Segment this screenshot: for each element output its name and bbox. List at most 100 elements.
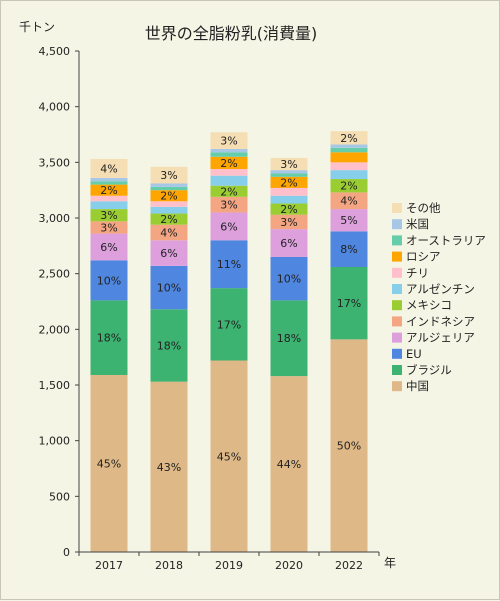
y-tick-label: 500 xyxy=(49,490,70,503)
bar-segment-label: 3% xyxy=(280,158,297,171)
bar-segment xyxy=(150,240,188,266)
bar-segment xyxy=(270,170,308,174)
bar-segment xyxy=(90,233,128,261)
bar-segment xyxy=(210,212,248,241)
legend-swatch xyxy=(392,203,402,213)
bar-segment xyxy=(270,173,308,177)
bar-segment xyxy=(210,240,248,289)
bar-segment xyxy=(270,157,308,171)
x-axis-ticks: 2017 2018 2019 2020 2022 xyxy=(78,552,380,572)
bar-segment xyxy=(90,195,128,202)
bar-segment xyxy=(210,360,248,552)
legend-swatch xyxy=(392,365,402,375)
bar-segment-label: 5% xyxy=(340,214,357,227)
bar-segment xyxy=(150,224,188,241)
bar-segment xyxy=(330,144,368,148)
bar-segment xyxy=(330,209,368,232)
y-tick-label: 1,000 xyxy=(39,435,71,448)
bar-segment-label: 3% xyxy=(220,135,237,148)
bar-segment-label: 18% xyxy=(97,332,121,345)
bar-segment xyxy=(330,152,368,163)
legend-swatch xyxy=(392,284,402,294)
bar-segment-label: 10% xyxy=(277,273,301,286)
bar-segment xyxy=(90,184,128,196)
x-axis-unit: 年 xyxy=(384,556,396,570)
bar-segment xyxy=(270,195,308,204)
bar-segment xyxy=(210,169,248,176)
y-tick-label: 4,000 xyxy=(39,101,71,114)
bar-segment-label: 2% xyxy=(160,190,177,203)
bar-segment-label: 50% xyxy=(337,440,361,453)
bar-segment xyxy=(150,183,188,187)
bar-segment xyxy=(270,214,308,230)
bar-segment xyxy=(150,186,188,191)
bar-segment-label: 6% xyxy=(160,247,177,260)
bar-segment-label: 10% xyxy=(157,282,181,295)
bar-segment xyxy=(90,201,128,210)
bar-segment xyxy=(270,203,308,215)
bars: 45%18%10%6%3%3%2%4%43%18%10%6%4%2%2%3%45… xyxy=(90,131,368,552)
bar-segment xyxy=(270,176,308,188)
bar-segment-label: 3% xyxy=(280,216,297,229)
bar-segment xyxy=(330,192,368,210)
bar-segment-label: 2% xyxy=(100,184,117,197)
bar-segment-label: 3% xyxy=(100,221,117,234)
bar-segment-label: 44% xyxy=(277,458,301,471)
bar-segment-label: 10% xyxy=(97,274,121,287)
bar-segment xyxy=(210,152,248,157)
bar-segment xyxy=(270,187,308,196)
x-tick-label: 2018 xyxy=(155,559,183,572)
bar-segment xyxy=(150,265,188,310)
x-tick-label: 2020 xyxy=(275,559,303,572)
bar-segment xyxy=(210,185,248,197)
bar-segment-label: 3% xyxy=(100,209,117,222)
bar-segment-label: 2% xyxy=(340,180,357,193)
legend-label: インドネシア xyxy=(406,314,475,328)
chart-title: 世界の全脂粉乳(消費量) xyxy=(145,24,318,43)
bar-segment-label: 43% xyxy=(157,461,181,474)
legend-label: アルゼンチン xyxy=(406,282,475,296)
bar-segment xyxy=(270,376,308,552)
bar-segment xyxy=(210,156,248,170)
bar-segment xyxy=(210,196,248,213)
bar-segment xyxy=(210,148,248,153)
bar-segment xyxy=(90,374,128,552)
bar-segment-label: 2% xyxy=(220,185,237,198)
y-axis-unit: 千トン xyxy=(19,20,55,34)
bar-segment xyxy=(270,229,308,257)
bar-segment-label: 17% xyxy=(337,297,361,310)
y-tick-label: 3,000 xyxy=(39,212,71,225)
bar-segment xyxy=(150,201,188,207)
legend-label: チリ xyxy=(406,266,429,280)
bar-segment xyxy=(330,162,368,171)
bar-segment-label: 3% xyxy=(160,169,177,182)
x-tick-label: 2019 xyxy=(215,559,243,572)
bar-segment-label: 6% xyxy=(220,220,237,233)
bar-segment xyxy=(90,260,128,301)
legend-swatch xyxy=(392,219,402,230)
bar-segment xyxy=(150,309,188,382)
legend-swatch xyxy=(392,348,402,359)
legend-label: オーストラリア xyxy=(406,233,486,247)
bar-segment-label: 17% xyxy=(217,318,241,331)
y-tick-label: 3,500 xyxy=(39,156,71,169)
legend-label: ロシア xyxy=(406,250,441,264)
bar-segment xyxy=(90,209,128,222)
bar-segment xyxy=(270,256,308,301)
bar-segment-label: 4% xyxy=(340,195,357,208)
legend-label: メキシコ xyxy=(406,298,452,312)
bar-segment-label: 4% xyxy=(100,162,117,175)
y-tick-label: 2,500 xyxy=(39,268,71,281)
bar-segment xyxy=(90,300,128,375)
bar-segment-label: 8% xyxy=(340,243,357,256)
legend-label: EU xyxy=(406,347,422,361)
bar-segment xyxy=(330,179,368,193)
legend-swatch xyxy=(392,267,402,278)
bar-segment xyxy=(150,381,188,552)
bar-segment-label: 2% xyxy=(220,157,237,170)
bar-segment-label: 2% xyxy=(160,213,177,226)
bar-segment xyxy=(210,175,248,186)
